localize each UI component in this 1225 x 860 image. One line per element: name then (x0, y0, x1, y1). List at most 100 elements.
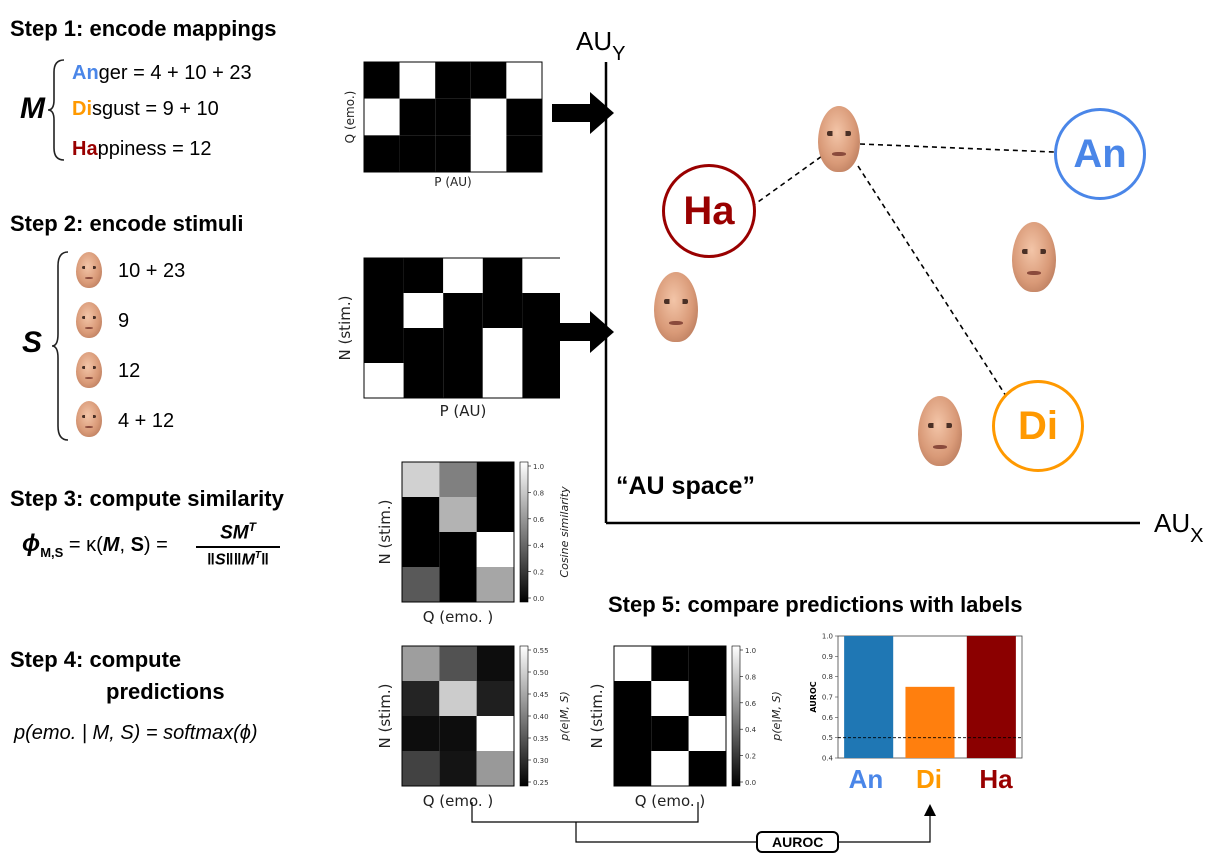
mapping-row-disgust: Disgust = 9 + 10 (72, 98, 219, 121)
similarity-numerator: SMT (196, 520, 280, 544)
kappa-text: = κ( (63, 534, 103, 556)
denominator-sup: T (254, 550, 262, 561)
matrix-cell (482, 363, 523, 398)
bar-label-ha: Ha (979, 764, 1013, 794)
mapping-letter: M (20, 92, 45, 125)
matrix-cell (651, 681, 689, 716)
matrix-cell (364, 293, 404, 328)
colorbar-tick: 0.25 (533, 779, 549, 787)
colorbar (519, 645, 529, 787)
colorbar-tick: 1.0 (745, 647, 756, 655)
au-y-text: AU (576, 26, 613, 56)
matrix-cell (614, 681, 652, 716)
matrix-cell (614, 716, 652, 751)
arrow-stimuli-to-space (552, 311, 614, 353)
step5-title: Step 5: compare predictions with labels (608, 592, 1023, 617)
matrix-cell (439, 462, 477, 497)
matrix-cell (403, 363, 444, 398)
stimulus-face-2 (76, 302, 102, 338)
matrix-cell (476, 681, 514, 716)
au-space-title: “AU space” (616, 472, 755, 500)
matrix-cell (364, 258, 404, 293)
matrix-cell (482, 328, 523, 363)
fraction-bar (196, 546, 280, 548)
colorbar-tick: 0.6 (533, 516, 545, 524)
au-x-sub: X (1190, 525, 1204, 547)
matrix-cell (688, 681, 726, 716)
auroc-label-box: AUROC (756, 831, 840, 853)
au-y-sub: Y (612, 43, 626, 65)
matrix-cell (470, 62, 507, 99)
matrix-cell (476, 497, 514, 532)
matrix-cell (470, 98, 507, 136)
matrix-cell (399, 135, 436, 172)
prediction-formula: p(emo. | M, S) = softmax(ϕ) (14, 722, 258, 744)
matrix-cell (522, 293, 560, 328)
anger-abbr: An (72, 62, 99, 84)
anger-rest: ger = 4 + 10 + 23 (98, 62, 252, 84)
matrix-cell (482, 258, 523, 293)
prediction-matrix: Q (emo. ) N (stim.) 0.55 0.50 0.45 0.40 0.35 0.… (376, 645, 570, 810)
happiness-abbr: Ha (72, 138, 98, 160)
auroc-bar-chart: 1.0 0.9 0.8 0.7 0.6 0.5 0.4 AUROC (809, 633, 1023, 763)
colorbar-tick: 1.0 (533, 463, 544, 471)
stimulus-au-4: 4 + 12 (118, 410, 175, 432)
matrix-frame (363, 61, 543, 173)
matrix-cell (364, 135, 400, 172)
node-an: An (1054, 108, 1146, 200)
stimuli-brace (51, 251, 69, 441)
auroc-bar (966, 636, 1016, 758)
step1-title: Step 1: encode mappings (10, 16, 277, 41)
similarity-matrix: Q (emo. ) N (stim.) 1.0 0.8 0.6 0.4 0.2 0.0 Cosi… (376, 461, 570, 626)
matrix-frame (363, 257, 560, 399)
colorbar-label: p(e|M, S) (558, 691, 570, 742)
matrix-xlabel: Q (emo. ) (423, 608, 494, 626)
y-tick-label: 1.0 (822, 633, 833, 641)
matrix-cell (506, 98, 542, 136)
matrix-cell (402, 716, 440, 751)
y-tick-label: 0.7 (822, 694, 833, 702)
matrix-cell (402, 532, 440, 567)
matrix-cell (364, 98, 400, 136)
matrix-cell (364, 363, 404, 398)
denominator-b: ‖ (261, 551, 269, 569)
colorbar-tick: 0.8 (533, 489, 544, 497)
matrix-ylabel: N (stim.) (588, 684, 606, 749)
colorbar-tick: 0.55 (533, 647, 549, 655)
matrix-cell (402, 646, 440, 681)
space-face-center (818, 106, 860, 172)
mapping-brace (47, 59, 65, 161)
matrix-cell (688, 716, 726, 751)
arrow-mapping-to-space (552, 92, 614, 134)
space-face-right (1012, 222, 1056, 292)
comparison-bracket (471, 802, 936, 843)
matrix-cell (476, 751, 514, 786)
matrix-cell (506, 135, 542, 172)
matrix-cell (439, 646, 477, 681)
colorbar-tick: 0.40 (533, 713, 549, 721)
colorbar-label: Cosine similarity (558, 486, 570, 578)
matrix-xlabel: Q (emo. ) (635, 792, 706, 810)
matrix-ylabel: N (stim.) (376, 684, 394, 749)
stimulus-au-2: 9 (118, 310, 130, 332)
matrix-cell (506, 62, 542, 99)
matrix-xlabel: Q (emo. ) (423, 792, 494, 810)
matrix-cell (688, 751, 726, 786)
mapping-row-happiness: Happiness = 12 (72, 138, 212, 161)
step3-title: Step 3: compute similarity (10, 486, 284, 511)
matrix-ylabel: N (stim.) (376, 500, 394, 565)
colorbar (519, 461, 529, 603)
matrix-cell (439, 532, 477, 567)
matrix-cell (439, 681, 477, 716)
matrix-cell (399, 62, 436, 99)
colorbar-tick: 0.8 (745, 673, 756, 681)
bar-label-di: Di (916, 764, 942, 794)
numerator-text: SM (220, 522, 249, 544)
matrix-cell (443, 328, 483, 363)
matrix-cell (402, 751, 440, 786)
matrix-cell (688, 646, 726, 681)
disgust-abbr: Di (72, 98, 92, 120)
matrix-cell (439, 716, 477, 751)
step2-title: Step 2: encode stimuli (10, 211, 244, 236)
y-tick-label: 0.6 (822, 714, 834, 722)
